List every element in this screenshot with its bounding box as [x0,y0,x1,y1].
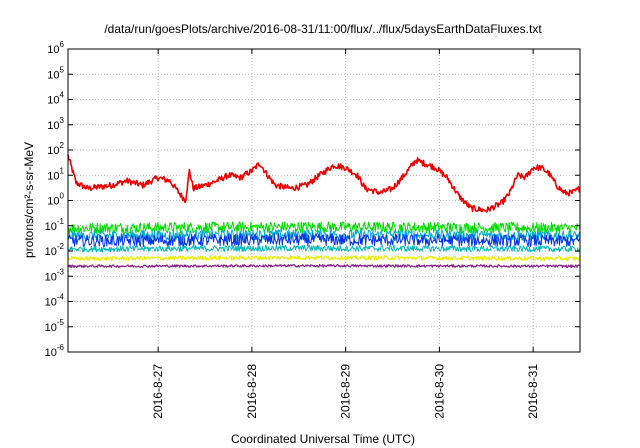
y-tick-label: 10-6 [45,343,65,359]
series-line-5 [67,244,581,253]
y-tick-label: 10-2 [45,242,65,258]
x-tick-label: 2016-8-28 [245,364,259,419]
y-tick-label: 10-5 [45,318,65,334]
series-line-6 [67,255,581,262]
series-line-4 [67,233,581,248]
y-axis: 10-6 10-5 10-4 10-3 10-2 10-1 100 101 102 103 104 1… [45,40,580,359]
y-tick-label: 102 [47,141,64,157]
y-tick-label: 10-1 [45,217,65,233]
x-tick-label: 2016-8-29 [339,364,353,419]
series-line-1 [67,154,581,213]
series-line-2 [67,221,581,235]
y-tick-label: 100 [47,192,64,208]
y-axis-label: protons/cm²-s-sr-MeV [22,142,36,258]
y-tick-label: 104 [47,91,64,107]
y-tick-label: 101 [47,166,64,182]
x-axis-label: Coordinated Universal Time (UTC) [231,432,415,446]
y-tick-label: 10-4 [45,293,65,309]
x-tick-label: 2016-8-27 [151,364,165,419]
x-tick-label: 2016-8-30 [432,364,446,419]
y-tick-label: 106 [47,40,64,56]
x-tick-label: 2016-8-31 [526,364,540,419]
y-tick-label: 10-3 [45,267,65,283]
chart-title: /data/run/goesPlots/archive/2016-08-31/1… [104,22,542,36]
series-line-7 [67,263,581,268]
x-axis: 2016-8-27 2016-8-28 2016-8-29 2016-8-30 2016… [151,49,540,419]
y-tick-label: 105 [47,65,64,81]
series-lines [67,154,581,268]
y-tick-label: 103 [47,116,64,132]
